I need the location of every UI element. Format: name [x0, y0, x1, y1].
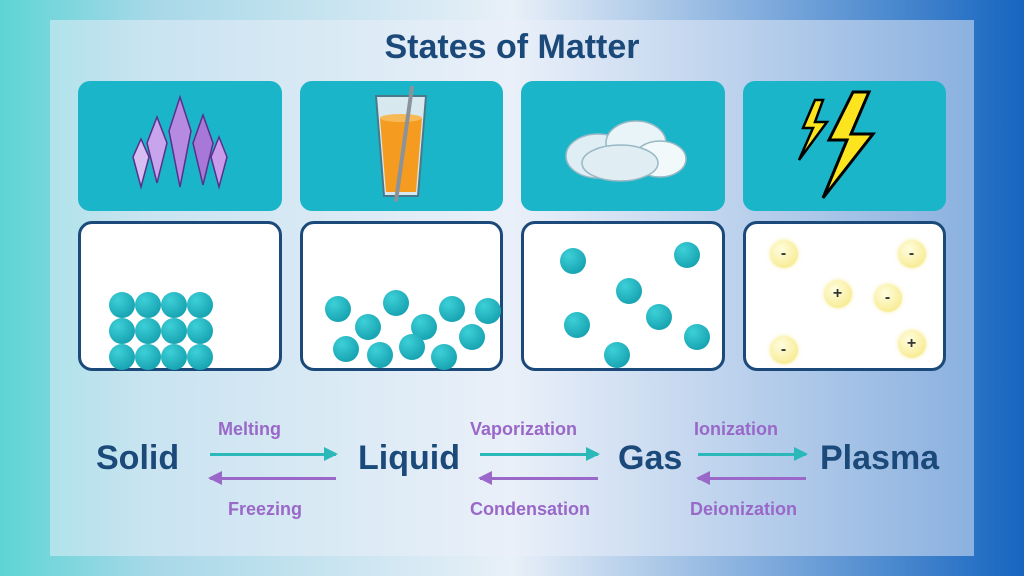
process-forward-label: Vaporization: [470, 419, 577, 440]
state-label-liquid: Liquid: [358, 439, 460, 478]
particle: [674, 242, 700, 268]
particle: [560, 248, 586, 274]
particle: [135, 292, 161, 318]
juice-glass-icon: [356, 86, 446, 206]
state-label-plasma: Plasma: [820, 439, 939, 478]
solid-particle-box: [78, 221, 282, 371]
particle: [109, 292, 135, 318]
diagram-panel: States of Matter: [50, 20, 974, 556]
icon-row: [50, 67, 974, 221]
positive-ion: +: [898, 330, 926, 358]
process-reverse-label: Deionization: [690, 499, 797, 520]
particle: [383, 290, 409, 316]
process-reverse-label: Condensation: [470, 499, 590, 520]
particle: [187, 344, 213, 370]
particle: [161, 318, 187, 344]
reverse-arrow: [698, 477, 806, 480]
particle: [187, 318, 213, 344]
forward-arrow: [480, 453, 598, 456]
liquid-icon-box: [300, 81, 504, 211]
process-reverse-label: Freezing: [228, 499, 302, 520]
plasma-icon-box: [743, 81, 947, 211]
particle: [135, 318, 161, 344]
particle: [431, 344, 457, 370]
process-forward-label: Melting: [218, 419, 281, 440]
particle: [604, 342, 630, 368]
particle: [439, 296, 465, 322]
page-title: States of Matter: [50, 20, 974, 67]
particle: [161, 344, 187, 370]
particle: [135, 344, 161, 370]
particle: [646, 304, 672, 330]
particle: [187, 292, 213, 318]
reverse-arrow: [210, 477, 336, 480]
negative-ion: -: [770, 240, 798, 268]
particle: [355, 314, 381, 340]
reverse-arrow: [480, 477, 598, 480]
forward-arrow: [210, 453, 336, 456]
particle: [475, 298, 501, 324]
crystal-icon: [125, 91, 235, 201]
lightning-icon: [789, 86, 899, 206]
plasma-particle-box: --+--+: [743, 221, 947, 371]
solid-icon-box: [78, 81, 282, 211]
negative-ion: -: [898, 240, 926, 268]
particle: [109, 318, 135, 344]
state-label-gas: Gas: [618, 439, 682, 478]
gas-icon-box: [521, 81, 725, 211]
positive-ion: +: [824, 280, 852, 308]
particle: [399, 334, 425, 360]
particle: [564, 312, 590, 338]
particle: [333, 336, 359, 362]
particle: [616, 278, 642, 304]
particle: [109, 344, 135, 370]
state-label-solid: Solid: [96, 439, 179, 478]
particle: [684, 324, 710, 350]
particle-row: --+--+: [50, 221, 974, 381]
process-forward-label: Ionization: [694, 419, 778, 440]
negative-ion: -: [874, 284, 902, 312]
transition-row: Solid Liquid Gas Plasma Melting Freezing Vapor…: [78, 381, 946, 541]
particle: [325, 296, 351, 322]
liquid-particle-box: [300, 221, 504, 371]
particle: [367, 342, 393, 368]
forward-arrow: [698, 453, 806, 456]
particle: [161, 292, 187, 318]
cloud-icon: [548, 101, 698, 191]
particle: [459, 324, 485, 350]
negative-ion: -: [770, 336, 798, 364]
gas-particle-box: [521, 221, 725, 371]
